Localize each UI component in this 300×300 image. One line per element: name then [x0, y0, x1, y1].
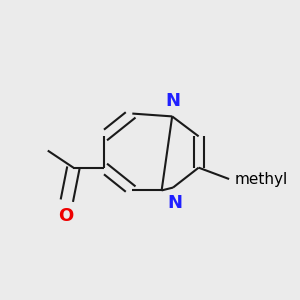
- Text: O: O: [58, 207, 73, 225]
- Text: methyl: methyl: [235, 172, 288, 187]
- Text: N: N: [167, 194, 182, 212]
- Text: N: N: [166, 92, 181, 110]
